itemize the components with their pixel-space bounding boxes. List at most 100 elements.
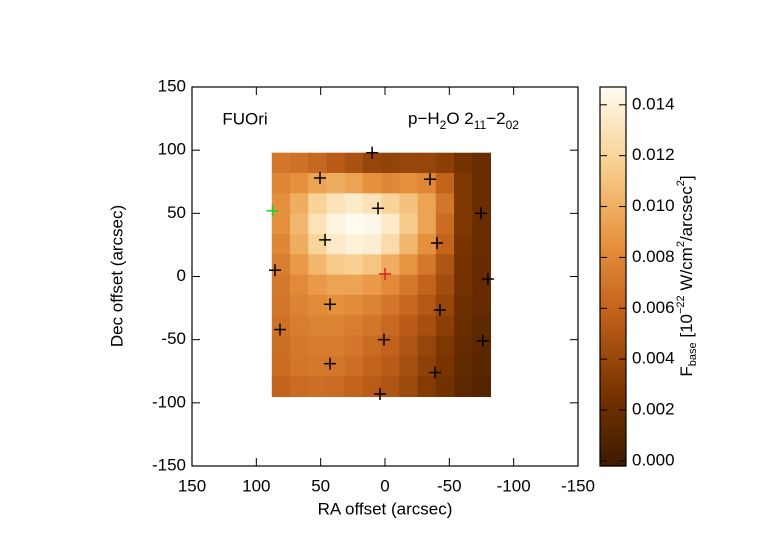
heatmap-cell — [290, 173, 309, 194]
colorbar-step — [600, 459, 626, 464]
colorbar-step — [600, 276, 626, 281]
heatmap-cell — [454, 152, 473, 174]
heatmap-cell — [435, 335, 455, 357]
heatmap-cell — [435, 152, 455, 174]
colorbar-step — [600, 462, 626, 467]
colorbar-step — [600, 121, 626, 126]
text-part: W/cm — [677, 247, 696, 295]
heatmap-cell — [399, 294, 419, 316]
colorbar-step — [600, 380, 626, 385]
heatmap-cell — [362, 274, 382, 296]
heatmap-cell — [435, 274, 455, 296]
heatmap-cell — [344, 254, 364, 276]
text-part: O 2 — [446, 109, 473, 128]
colorbar-step — [600, 424, 626, 429]
colorbar-step — [600, 453, 626, 458]
heatmap-cell — [417, 173, 437, 194]
heatmap-cell — [472, 335, 492, 357]
heatmap-cell — [472, 173, 492, 194]
heatmap-cell — [308, 274, 327, 296]
colorbar-step — [600, 169, 626, 173]
text-part: /arcsec — [677, 186, 696, 241]
heatmap-cell — [362, 233, 382, 255]
colorbar-step — [600, 349, 626, 353]
heatmap-cell — [344, 315, 364, 337]
colorbar-step — [600, 197, 626, 202]
text-part: p−H — [408, 109, 440, 128]
colorbar-step — [600, 402, 626, 407]
colorbar-tick-label: 0.012 — [632, 145, 675, 164]
heatmap-cell — [290, 233, 309, 255]
heatmap-cell — [362, 315, 382, 337]
heatmap-cell — [381, 274, 400, 296]
colorbar-step — [600, 440, 626, 445]
marker — [430, 237, 443, 250]
colorbar-step — [600, 90, 626, 94]
colorbar-step — [600, 377, 626, 382]
colorbar-step — [600, 213, 626, 218]
heatmap-cell — [290, 315, 309, 337]
colorbar-step — [600, 260, 626, 265]
colorbar-step — [600, 232, 626, 237]
colorbar-step — [600, 109, 626, 113]
heatmap-cell — [399, 355, 419, 377]
heatmap-cell — [472, 152, 492, 174]
heatmap-cell — [381, 213, 400, 235]
colorbar-step — [600, 235, 626, 240]
heatmap-cell — [362, 254, 382, 276]
heatmap-cell — [399, 213, 419, 235]
marker — [274, 323, 287, 336]
colorbar-step — [600, 115, 626, 120]
colorbar-step — [600, 222, 626, 227]
heatmap-cell — [454, 315, 473, 337]
colorbar-step — [600, 342, 626, 347]
colorbar-step — [600, 298, 626, 303]
colorbar-step — [600, 371, 626, 376]
heatmap-cell — [417, 274, 437, 296]
heatmap-cell — [381, 376, 400, 398]
heatmap-cell — [435, 254, 455, 276]
heatmap-cell — [381, 335, 400, 357]
colorbar-step — [600, 399, 626, 404]
heatmap-cell — [417, 335, 437, 357]
colorbar-step — [600, 327, 626, 331]
colorbar-step — [600, 178, 626, 183]
colorbar-step — [600, 437, 626, 442]
heatmap-cell — [344, 233, 364, 255]
colorbar-step — [600, 216, 626, 221]
y-tick-label: 150 — [158, 76, 186, 95]
heatmap-cell — [472, 233, 492, 255]
colorbar-step — [600, 412, 626, 417]
heatmap-cell — [381, 294, 400, 316]
heatmap-cell — [308, 294, 327, 316]
colorbar-step — [600, 405, 626, 410]
heatmap-cell — [271, 152, 291, 174]
heatmap-cell — [381, 152, 400, 174]
colorbar-step — [600, 434, 626, 439]
colorbar-step — [600, 317, 626, 322]
marker — [324, 357, 337, 370]
marker — [268, 264, 281, 277]
heatmap-cell — [271, 213, 291, 235]
heatmap-cell — [271, 355, 291, 377]
marker — [429, 366, 442, 379]
colorbar-step — [600, 355, 626, 360]
colorbar-step — [600, 131, 626, 135]
colorbar-step — [600, 241, 626, 246]
heatmap-cell — [308, 335, 327, 357]
heatmap-cell — [417, 376, 437, 398]
colorbar-step — [600, 134, 626, 139]
marker — [476, 334, 489, 347]
heatmap-cell — [271, 315, 291, 337]
heatmap-cell — [454, 294, 473, 316]
heatmap-cell — [271, 233, 291, 255]
colorbar-step — [600, 393, 626, 398]
colorbar-step — [600, 267, 626, 271]
marker — [377, 333, 390, 346]
heatmap-cell — [326, 294, 346, 316]
colorbar-tick-label: 0.002 — [632, 400, 675, 419]
heatmap-cell — [290, 193, 309, 215]
heatmap-cell — [290, 254, 309, 276]
x-tick-label: 50 — [311, 476, 330, 495]
